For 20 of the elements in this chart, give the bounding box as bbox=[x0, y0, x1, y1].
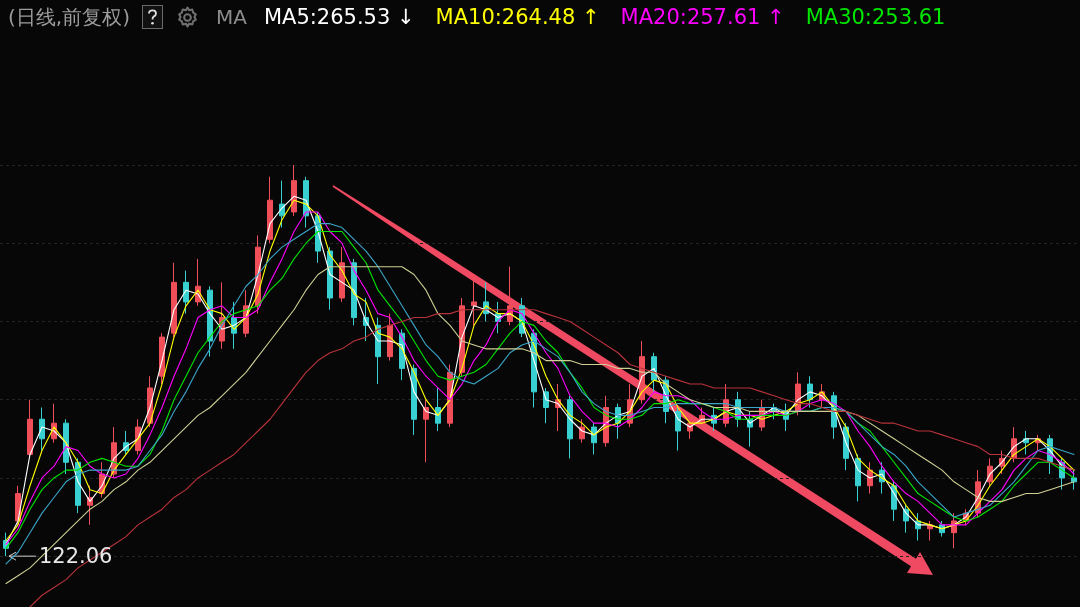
text: MA5:265.53 ↓ bbox=[263, 4, 415, 29]
candlestick bbox=[471, 274, 477, 326]
candlestick bbox=[423, 399, 429, 463]
candlestick bbox=[291, 164, 297, 217]
text: MA30:253.61 bbox=[805, 4, 946, 29]
candlestick bbox=[171, 262, 177, 338]
candlestick bbox=[675, 407, 681, 452]
chart-title: (日线,前复权) bbox=[8, 3, 130, 31]
candlestick bbox=[579, 418, 585, 444]
candlestick bbox=[567, 395, 573, 459]
candlestick bbox=[267, 176, 273, 244]
candlestick bbox=[987, 457, 993, 487]
text: MA10:264.48 ↑ bbox=[435, 4, 600, 29]
candlestick bbox=[1023, 430, 1029, 455]
candlestick bbox=[1071, 469, 1077, 491]
candlestick bbox=[183, 270, 189, 315]
legend-title: MA bbox=[215, 5, 247, 29]
candlestick bbox=[279, 180, 285, 229]
text: MA20:257.61 ↑ bbox=[620, 4, 785, 29]
candlestick bbox=[39, 407, 45, 452]
